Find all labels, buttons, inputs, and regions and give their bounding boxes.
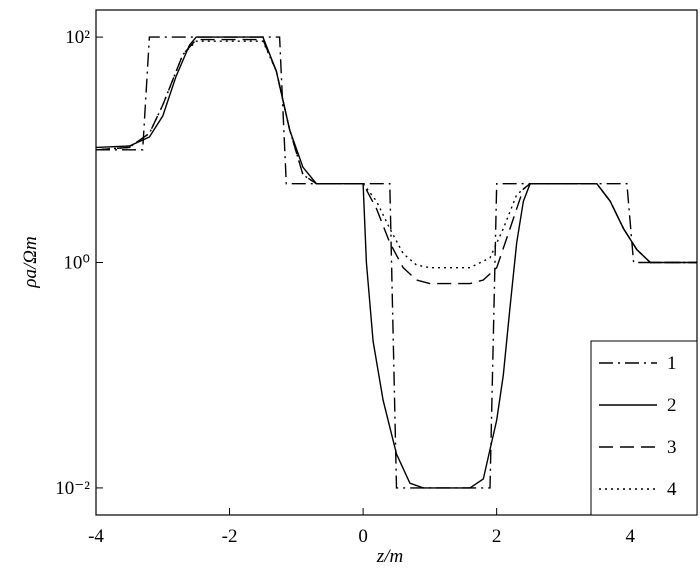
series-line xyxy=(96,36,697,489)
series-line xyxy=(95,40,697,269)
legend-label: 3 xyxy=(667,437,677,458)
x-tick-label: 4 xyxy=(625,526,635,547)
x-tick-label: -4 xyxy=(88,526,104,547)
legend-label: 1 xyxy=(667,353,677,374)
x-tick-label: -2 xyxy=(222,526,238,547)
y-tick-label: 10⁰ xyxy=(63,253,90,274)
x-axis-label: z/m xyxy=(376,546,403,567)
x-tick-label: 2 xyxy=(492,526,502,547)
y-tick-label: 10² xyxy=(65,27,90,48)
y-axis-label: ρa/Ωm xyxy=(20,236,41,288)
legend-label: 2 xyxy=(667,395,677,416)
x-tick-label: 0 xyxy=(358,526,368,547)
series-line xyxy=(95,38,697,285)
y-tick-label: 10⁻² xyxy=(55,478,90,499)
legend-label: 4 xyxy=(667,479,677,500)
legend-box xyxy=(590,340,698,516)
